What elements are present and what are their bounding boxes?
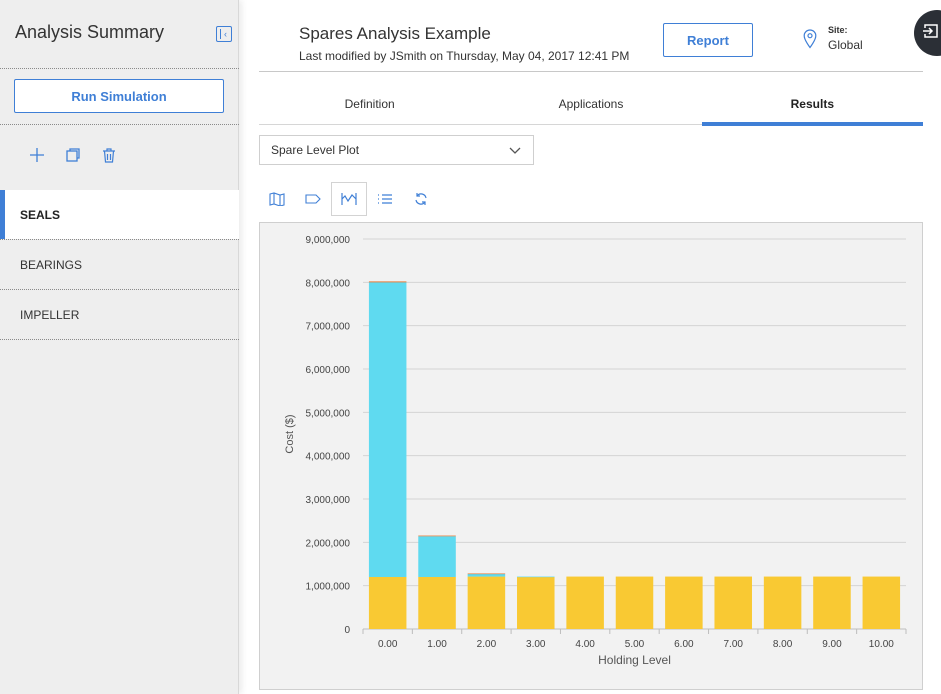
x-tick-label: 8.00 [773,639,793,650]
plot-icon[interactable] [331,182,367,216]
bar-segment [467,573,506,575]
x-tick-label: 0.00 [378,639,398,650]
sidebar-item-bearings[interactable]: BEARINGS [0,240,239,289]
y-axis-title: Cost ($) [284,414,296,453]
tab-results[interactable]: Results [701,84,924,126]
sidebar-toolbar [28,146,118,164]
divider [0,289,239,290]
x-tick-label: 7.00 [723,639,743,650]
sidebar-item-impeller[interactable]: IMPELLER [0,290,239,339]
y-tick-label: 5,000,000 [306,408,351,419]
bar-segment [418,535,456,537]
tab-applications[interactable]: Applications [558,97,624,111]
y-tick-label: 3,000,000 [306,495,351,506]
y-tick-label: 9,000,000 [306,235,351,246]
bar-segment [517,577,555,629]
sidebar-title: Analysis Summary [15,22,165,42]
bar-segment [763,576,802,629]
x-axis-title: Holding Level [598,653,671,667]
bar-segment [615,576,654,629]
bar-segment [467,576,506,629]
side-panel-toggle[interactable] [914,10,941,56]
x-tick-label: 6.00 [674,639,694,650]
chart-canvas: 0 1,000,000 2,000,000 3,000,000 4,000,000 5,0… [284,235,907,667]
y-tick-label: 6,000,000 [306,365,351,376]
divider [259,71,923,72]
bar-segment [566,576,604,629]
spare-level-chart: 0 1,000,000 2,000,000 3,000,000 4,000,000 5,0… [259,222,923,690]
sidebar-item-label: SEALS [20,207,61,222]
bar-segment [368,577,407,629]
bar-segment [467,573,506,577]
x-tick-label: 1.00 [427,639,447,650]
divider [0,339,239,340]
last-modified-text: Last modified by JSmith on Thursday, May… [299,49,630,63]
copy-icon[interactable] [64,146,82,164]
x-tick-label: 4.00 [575,639,595,650]
bar-segment [665,576,703,629]
bar-segment [517,576,555,578]
x-tick-label: 5.00 [625,639,645,650]
chevron-down-icon [509,144,521,158]
plot-type-value: Spare Level Plot [271,143,360,157]
y-tick-label: 0 [344,625,350,636]
divider [0,239,239,240]
plot-toolbar [259,182,439,216]
sidebar: Analysis Summary ‹ Run Simulation SEALS … [0,0,239,694]
bar-segment [813,576,851,629]
sidebar-item-label: BEARINGS [20,257,83,272]
x-tick-label: 2.00 [477,639,497,650]
site-label: Site: [828,25,848,35]
y-tick-label: 7,000,000 [306,322,351,333]
delete-icon[interactable] [100,146,118,164]
map-icon[interactable] [259,182,295,216]
bar-segment [714,576,752,629]
y-tick-label: 8,000,000 [306,278,351,289]
sidebar-item-label: IMPELLER [20,307,80,322]
divider [0,68,239,69]
location-pin-icon [803,29,817,49]
divider [0,124,239,125]
y-tick-label: 2,000,000 [306,538,351,549]
sidebar-item-seals[interactable]: SEALS [0,190,239,239]
refresh-icon[interactable] [403,182,439,216]
list-icon[interactable] [367,182,403,216]
y-tick-label: 4,000,000 [306,452,351,463]
run-simulation-button[interactable]: Run Simulation [14,79,224,113]
plot-type-select[interactable]: Spare Level Plot [259,135,534,165]
bar-segment [368,282,407,577]
bar-segment [418,577,456,629]
tab-definition[interactable]: Definition [344,97,395,111]
add-icon[interactable] [28,146,46,164]
collapse-sidebar-icon[interactable]: ‹ [216,26,232,42]
x-tick-label: 9.00 [822,639,842,650]
x-tick-label: 10.00 [869,639,894,650]
login-arrow-icon [922,22,940,45]
site-value: Global [828,38,863,52]
tab-bar: Definition Applications Results [259,84,924,126]
bar-segment [862,576,901,629]
page-title: Spares Analysis Example [299,24,491,43]
report-button[interactable]: Report [663,23,753,57]
bar-segment [368,281,407,283]
bar-segment [418,536,456,577]
x-tick-label: 3.00 [526,639,546,650]
tag-icon[interactable] [295,182,331,216]
y-tick-label: 1,000,000 [306,582,351,593]
